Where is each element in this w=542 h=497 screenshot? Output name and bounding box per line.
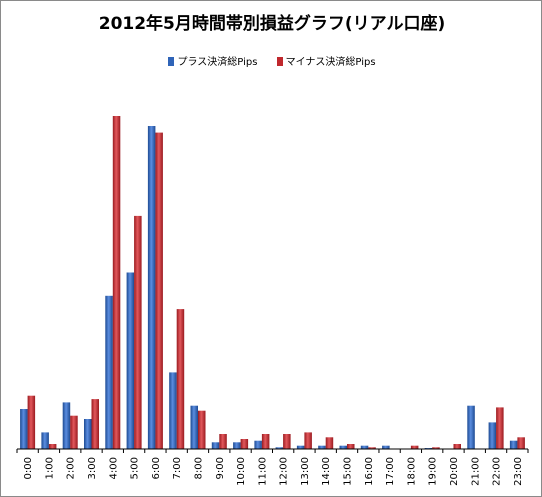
bar-plus-15:00 xyxy=(339,445,347,449)
bar-minus-0:00 xyxy=(27,395,36,449)
x-tick-label: 10:00 xyxy=(236,457,247,486)
x-tick-label: 0:00 xyxy=(23,457,34,479)
x-tick-label: 9:00 xyxy=(215,457,226,479)
x-tick-label: 17:00 xyxy=(385,457,396,486)
bar-plus-5:00 xyxy=(126,272,135,449)
bar-minus-1:00 xyxy=(48,444,57,449)
bar-minus-3:00 xyxy=(91,399,99,450)
x-tick-label: 7:00 xyxy=(172,457,183,479)
bar-plus-10:00 xyxy=(233,442,241,449)
legend: プラス決済総Pips マイナス決済総Pips xyxy=(1,53,541,68)
legend-swatch-plus xyxy=(168,57,175,66)
x-tick-label: 22:00 xyxy=(492,457,503,486)
x-tick-label: 12:00 xyxy=(279,457,290,486)
bar-minus-9:00 xyxy=(219,434,227,449)
bar-minus-6:00 xyxy=(155,132,163,449)
bar-minus-19:00 xyxy=(432,447,440,449)
bar-minus-23:00 xyxy=(517,437,525,449)
bar-minus-13:00 xyxy=(304,432,312,449)
bar-plus-9:00 xyxy=(211,442,220,449)
bar-minus-15:00 xyxy=(347,444,355,449)
x-tick-label: 11:00 xyxy=(257,457,268,486)
x-tick-label: 6:00 xyxy=(151,457,162,479)
bar-plus-21:00 xyxy=(467,405,475,449)
legend-label-plus: プラス決済総Pips xyxy=(177,57,258,68)
legend-item-plus: プラス決済総Pips xyxy=(168,53,257,68)
bar-plus-6:00 xyxy=(147,126,156,449)
x-tick-label: 18:00 xyxy=(406,457,417,486)
bar-plus-23:00 xyxy=(509,440,518,449)
bar-minus-4:00 xyxy=(112,116,121,449)
x-tick-label: 4:00 xyxy=(108,457,119,479)
bar-plus-16:00 xyxy=(360,445,369,449)
legend-swatch-minus xyxy=(276,57,283,66)
x-tick-label: 19:00 xyxy=(428,457,439,486)
legend-label-minus: マイナス決済総Pips xyxy=(285,57,376,68)
bar-minus-10:00 xyxy=(240,439,249,449)
bar-minus-22:00 xyxy=(496,407,504,449)
x-tick-label: 20:00 xyxy=(449,457,460,486)
x-tick-label: 3:00 xyxy=(87,457,98,479)
x-tick-label: 23:00 xyxy=(513,457,524,486)
bar-minus-16:00 xyxy=(368,447,376,449)
bar-plus-8:00 xyxy=(190,405,198,449)
x-tick-label: 2:00 xyxy=(66,457,77,479)
bar-plus-2:00 xyxy=(62,402,71,449)
bar-minus-2:00 xyxy=(70,415,78,449)
bars-layer xyxy=(20,116,525,450)
bar-plus-12:00 xyxy=(275,447,284,449)
bar-plus-14:00 xyxy=(318,445,326,449)
x-tick-label: 14:00 xyxy=(321,457,332,486)
bar-plus-3:00 xyxy=(84,419,92,449)
x-tick-label: 15:00 xyxy=(343,457,354,486)
bar-plus-7:00 xyxy=(169,372,177,449)
x-tick-label: 21:00 xyxy=(470,457,481,486)
legend-item-minus: マイナス決済総Pips xyxy=(276,53,376,68)
x-tick-label: 16:00 xyxy=(364,457,375,486)
bar-plus-0:00 xyxy=(20,409,28,449)
bar-minus-5:00 xyxy=(134,215,142,449)
bar-minus-11:00 xyxy=(261,434,270,449)
x-tick-label: 1:00 xyxy=(44,457,55,479)
bar-plus-4:00 xyxy=(105,295,113,449)
chart-title: 2012年5月時間帯別損益グラフ(リアル口座) xyxy=(98,14,446,34)
x-tick-label: 8:00 xyxy=(194,457,205,479)
bar-minus-8:00 xyxy=(198,410,206,449)
bar-plus-1:00 xyxy=(41,432,49,449)
bar-minus-7:00 xyxy=(176,309,185,449)
bar-minus-12:00 xyxy=(283,434,291,449)
bar-plus-17:00 xyxy=(382,445,390,449)
bar-minus-18:00 xyxy=(410,445,419,449)
x-tick-label: 13:00 xyxy=(300,457,311,486)
bar-plus-13:00 xyxy=(296,445,305,449)
bar-plus-11:00 xyxy=(254,440,262,449)
bar-minus-14:00 xyxy=(325,437,334,449)
x-tick-label: 5:00 xyxy=(130,457,141,479)
bar-minus-20:00 xyxy=(453,444,461,449)
x-tick-labels: 0:00 1:00 2:00 3:00 4:00 5:00 6:00 7:00 8:00 9:00… xyxy=(16,449,529,486)
bar-plus-22:00 xyxy=(488,422,497,449)
